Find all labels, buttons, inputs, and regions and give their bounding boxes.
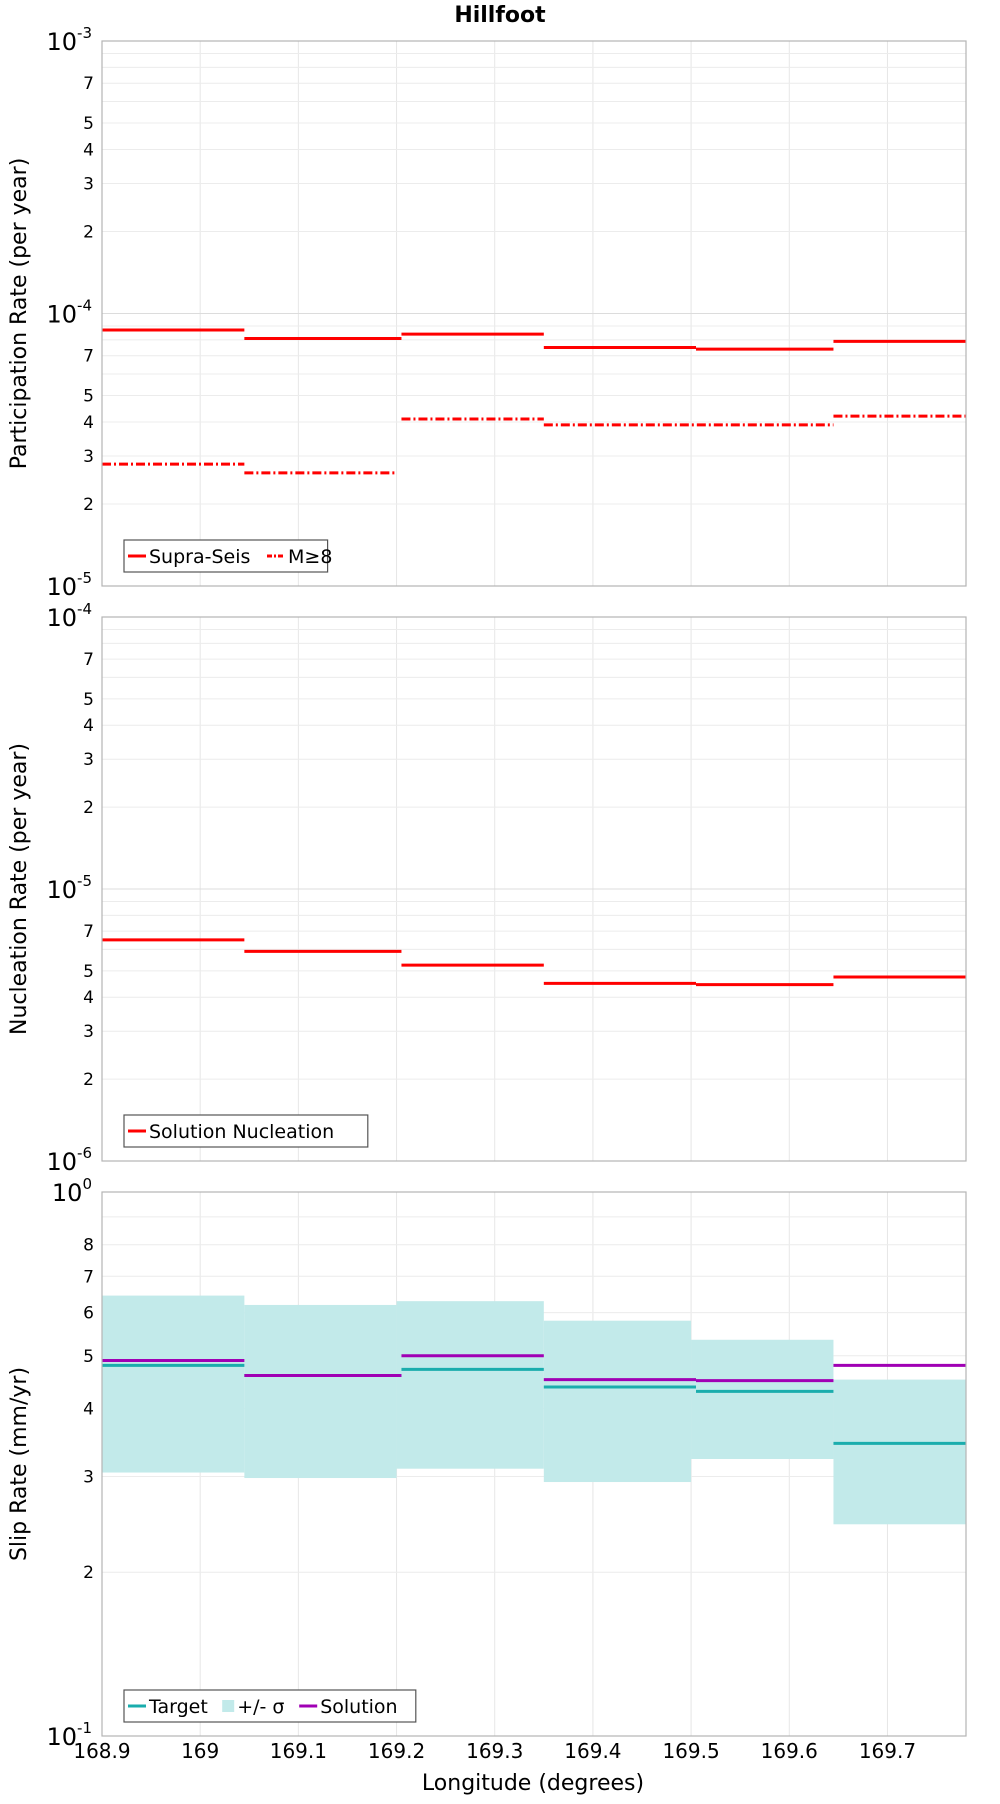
legend-box [123,1114,369,1148]
y-tick-label: 7 [83,347,94,367]
legend-label: Solution [320,1696,397,1718]
legend-box [123,539,329,573]
legend: Solution Nucleation [123,1114,369,1148]
legend-box [123,1689,417,1723]
y-tick-label: 5 [83,114,94,134]
sigma-band-segment [244,1304,397,1479]
y-decade-label: 10-5 [46,569,92,601]
panel-3: 2 3 4 5 6 7 8 Slip Rate (mm/yr) Target +/- σ Solut… [7,1191,967,1763]
sigma-band-segment [543,1320,692,1483]
y-tick-label: 7 [83,650,94,670]
y-tick-label: 3 [83,1467,94,1487]
y-decade-label: 10-4 [46,600,92,632]
y-tick-label: 3 [83,1022,94,1042]
legend-label: Solution Nucleation [149,1121,334,1143]
y-tick-label: 2 [83,222,94,242]
x-tick-label: 169.7 [859,1739,916,1763]
legend-label: +/- σ [237,1696,284,1718]
y-decade-label: 10-1 [46,1719,92,1751]
sigma-band-segment [396,1301,544,1469]
y-tick-label: 3 [83,174,94,194]
y-tick-label: 5 [83,1347,94,1367]
y-decade-label: 10-5 [46,872,92,904]
y-decade-label: 10-4 [46,297,92,329]
y-tick-label: 2 [83,1563,94,1583]
y-tick-label: 7 [83,922,94,942]
sigma-band-segment [691,1339,834,1459]
sigma-band-segment [833,1379,966,1525]
y-decade-label: 10-3 [46,24,92,56]
legend: Supra-Seis M≥8 [123,539,332,573]
x-axis-label: Longitude (degrees) [422,1771,644,1796]
legend: Target +/- σ Solution [123,1689,417,1723]
y-axis-label: Participation Rate (per year) [7,158,32,470]
plot-frame [101,1191,967,1737]
x-tick-label: 169.2 [368,1739,425,1763]
x-tick-label: 169.1 [270,1739,327,1763]
x-tick-label: 169.6 [761,1739,818,1763]
y-tick-label: 4 [83,716,94,736]
plot-frame [101,40,967,587]
panel-2: 2 3 4 5 7 2 3 4 5 7 Nucleation Rate (per year) Solu… [7,616,967,1162]
x-tick-label: 169.3 [466,1739,523,1763]
y-tick-label: 4 [83,1399,94,1419]
y-tick-label: 2 [83,798,94,818]
y-tick-label: 6 [83,1304,94,1324]
sigma-band-segment [102,1295,245,1473]
y-decade-label: 100 [52,1175,92,1207]
y-tick-label: 4 [83,988,94,1008]
chart-title: Hillfoot [454,3,546,28]
y-tick-label: 5 [83,387,94,407]
x-tick-label: 169.4 [564,1739,621,1763]
plot-frame [101,616,967,1162]
y-tick-label: 3 [83,447,94,467]
legend-label: M≥8 [288,546,332,568]
y-tick-label: 4 [83,413,94,433]
y-tick-label: 8 [83,1236,94,1256]
y-axis-label: Nucleation Rate (per year) [7,743,32,1035]
x-tick-label: 168.9 [73,1739,130,1763]
legend-swatch [222,1700,235,1712]
y-axis-label: Slip Rate (mm/yr) [7,1367,32,1561]
legend-label: Target [148,1696,208,1718]
x-tick-label: 169 [181,1739,219,1763]
x-tick-label: 169.5 [662,1739,719,1763]
y-tick-label: 5 [83,690,94,710]
y-tick-label: 7 [83,74,94,94]
y-tick-label: 3 [83,750,94,770]
y-tick-label: 2 [83,495,94,515]
y-decade-label: 10-6 [46,1144,92,1176]
y-tick-label: 2 [83,1070,94,1090]
y-tick-label: 5 [83,962,94,982]
y-tick-label: 4 [83,140,94,160]
panel-1: 2 3 4 5 7 2 3 4 5 7 Participation Rate (per year) S… [7,40,967,587]
legend-label: Supra-Seis [149,546,250,568]
y-tick-label: 7 [83,1267,94,1287]
